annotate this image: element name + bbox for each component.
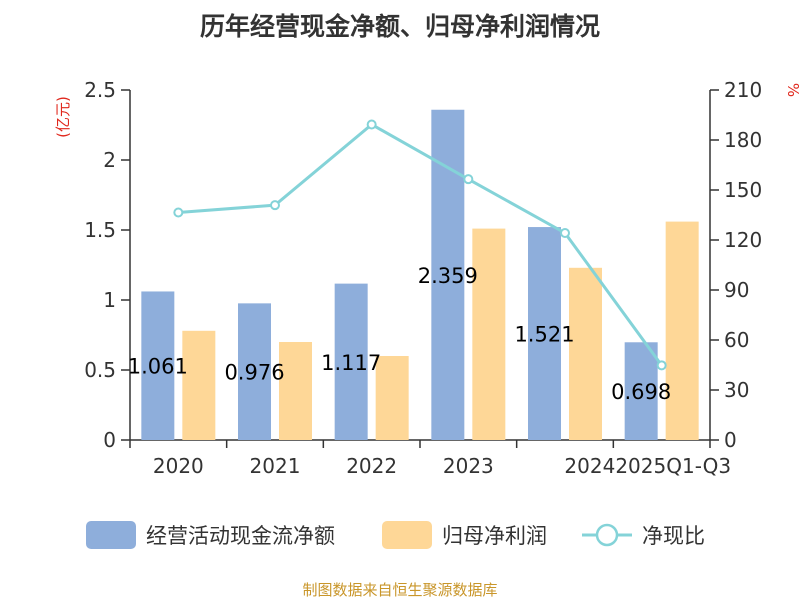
bar-cashflow[interactable] [624, 342, 658, 440]
axes: 0 0.5 1 1.5 2 2.5 0 30 60 90 120 150 180 210 2020 2021 2… [84, 78, 762, 478]
bar-netprofit[interactable] [472, 228, 506, 440]
bar-netprofit[interactable] [665, 221, 699, 440]
right-tick-label: 30 [724, 378, 749, 402]
left-tick-label: 0.5 [84, 358, 116, 382]
data-label-cashflow: 0.698 [611, 380, 671, 404]
bar-netprofit[interactable] [279, 342, 312, 440]
data-label-cashflow: 2.359 [418, 264, 478, 288]
chart-title: 历年经营现金净额、归母净利润情况 [200, 12, 600, 41]
legend-item-ratio[interactable]: 净现比 [582, 523, 705, 548]
line-ratio [178, 122, 663, 367]
legend-label-ratio: 净现比 [642, 524, 705, 548]
bar-cashflow[interactable] [431, 109, 465, 441]
right-tick-label: 120 [724, 228, 762, 252]
bar-cashflow[interactable] [334, 283, 368, 440]
left-tick-label: 2.5 [84, 78, 116, 102]
bar-cashflow[interactable] [141, 291, 175, 440]
data-label-cashflow: 0.976 [224, 361, 284, 385]
legend-swatch-cashflow [86, 521, 136, 549]
legend: 经营活动现金流净额 归母净利润 净现比 [86, 521, 705, 549]
legend-item-netprofit[interactable]: 归母净利润 [382, 521, 547, 549]
x-category-label: 2021 [250, 454, 301, 478]
bar-cashflow[interactable] [528, 227, 561, 440]
bar-netprofit[interactable] [569, 267, 602, 440]
bar-netprofit[interactable] [182, 330, 216, 440]
left-tick-label: 1 [103, 288, 116, 312]
line-ratio-point[interactable] [270, 200, 280, 211]
right-tick-label: 0 [724, 428, 737, 452]
line-ratio-point[interactable] [560, 228, 570, 238]
left-tick-label: 1.5 [84, 218, 116, 242]
x-category-label: 2025Q1-Q3 [615, 454, 731, 478]
legend-label-cashflow: 经营活动现金流净额 [146, 524, 335, 548]
left-tick-label: 2 [103, 148, 116, 172]
right-tick-label: 60 [724, 328, 749, 352]
legend-swatch-netprofit [382, 521, 432, 549]
data-label-cashflow: 1.521 [514, 323, 574, 347]
line-ratio-point[interactable] [173, 207, 184, 218]
bar-cashflow[interactable] [238, 303, 271, 440]
line-series [173, 119, 667, 371]
data-label-cashflow: 1.061 [128, 355, 188, 379]
x-category-label: 2020 [153, 454, 204, 478]
x-category-label: 2023 [443, 454, 494, 478]
line-ratio-point[interactable] [463, 174, 474, 185]
left-tick-label: 0 [103, 428, 116, 452]
legend-label-netprofit: 归母净利润 [442, 524, 547, 548]
data-label-cashflow: 1.117 [321, 351, 381, 375]
data-source: 制图数据来自恒生聚源数据库 [302, 581, 497, 599]
line-ratio-point[interactable] [656, 360, 667, 371]
right-tick-label: 180 [724, 128, 762, 152]
legend-item-cashflow[interactable]: 经营活动现金流净额 [86, 521, 335, 549]
bar-series [141, 109, 699, 441]
legend-marker-ratio-icon [595, 523, 619, 547]
right-tick-label: 210 [724, 78, 762, 102]
x-category-label: 2024 [564, 454, 615, 478]
line-ratio-point[interactable] [366, 119, 377, 130]
right-tick-label: 90 [724, 278, 749, 302]
right-tick-label: 150 [724, 178, 762, 202]
right-axis-unit: % [784, 83, 800, 97]
data-labels: 1.061 0.976 1.117 2.359 1.521 0.698 [128, 264, 671, 404]
left-axis-unit: (亿元) [54, 96, 72, 138]
x-category-label: 2022 [346, 454, 397, 478]
bar-netprofit[interactable] [375, 356, 409, 440]
